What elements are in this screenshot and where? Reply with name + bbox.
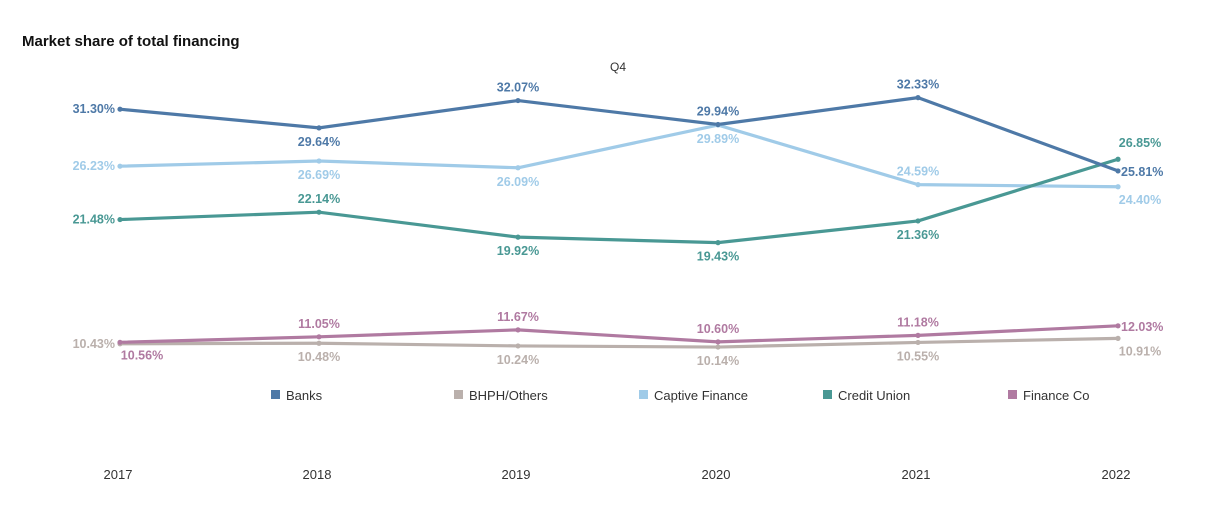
- legend-label-finance-co: Finance Co: [1023, 388, 1089, 403]
- data-point-bhph-others-2018: [316, 340, 322, 346]
- x-tick-label-2017: 2017: [104, 467, 133, 482]
- data-point-banks-2020: [715, 121, 721, 128]
- legend-label-bhph-others: BHPH/Others: [469, 388, 548, 403]
- data-label-finance-co-2019: 11.67%: [497, 310, 539, 324]
- data-label-captive-finance-2022: 24.40%: [1119, 193, 1161, 207]
- data-point-credit-union-2022: [1115, 156, 1121, 162]
- series-line-captive-finance: [118, 123, 1120, 189]
- legend-swatch-bhph-others: [454, 390, 463, 399]
- data-label-credit-union-2021: 21.36%: [897, 228, 939, 242]
- data-point-finance-co-2020: [715, 339, 721, 345]
- data-label-bhph-others-2018: 10.48%: [298, 350, 340, 364]
- data-point-finance-co-2017: [117, 339, 123, 345]
- legend-label-credit-union: Credit Union: [838, 388, 910, 403]
- data-point-bhph-others-2019: [515, 343, 521, 349]
- data-point-finance-co-2022: [1115, 323, 1121, 329]
- data-label-captive-finance-2019: 26.09%: [497, 175, 539, 189]
- x-tick-label-2020: 2020: [702, 467, 731, 482]
- data-label-captive-finance-2021: 24.59%: [897, 165, 939, 179]
- series-line-credit-union: [118, 157, 1120, 245]
- data-point-bhph-others-2020: [715, 344, 721, 350]
- data-point-credit-union-2020: [715, 240, 721, 246]
- data-point-captive-finance-2022: [1115, 184, 1121, 190]
- legend-item-credit-union[interactable]: Credit Union: [823, 388, 910, 403]
- data-point-credit-union-2021: [915, 218, 921, 224]
- data-label-captive-finance-2017: 26.23%: [73, 159, 115, 173]
- data-label-credit-union-2018: 22.14%: [298, 192, 340, 206]
- x-tick-label-2018: 2018: [303, 467, 332, 482]
- x-axis: 2017 2018 2019 2020 2021 2022: [104, 467, 1131, 482]
- chart-subtitle: Q4: [610, 60, 626, 74]
- series-line-bhph-others: [118, 336, 1120, 349]
- data-points: [117, 95, 1121, 350]
- data-point-captive-finance-2021: [915, 182, 921, 188]
- series-lines: [118, 96, 1120, 349]
- chart-title: Market share of total financing: [22, 33, 240, 50]
- data-point-credit-union-2018: [316, 209, 322, 215]
- data-point-credit-union-2017: [117, 216, 123, 223]
- series-line-banks: [118, 96, 1120, 173]
- data-label-credit-union-2022: 26.85%: [1119, 136, 1161, 150]
- data-label-bhph-others-2021: 10.55%: [897, 349, 939, 363]
- data-label-finance-co-2018: 11.05%: [298, 317, 340, 331]
- data-label-bhph-others-2020: 10.14%: [697, 354, 739, 368]
- data-point-captive-finance-2019: [515, 165, 521, 171]
- data-labels: 10.43% 10.48% 10.24% 10.14% 10.55% 10.91% 10.5…: [73, 78, 1164, 368]
- data-point-finance-co-2019: [515, 327, 521, 333]
- legend-label-captive-finance: Captive Finance: [654, 388, 748, 403]
- legend-label-banks: Banks: [286, 388, 323, 403]
- data-label-finance-co-2022: 12.03%: [1121, 320, 1163, 334]
- data-label-finance-co-2017: 10.56%: [121, 348, 163, 362]
- data-point-finance-co-2021: [915, 332, 921, 338]
- data-point-banks-2019: [515, 97, 521, 104]
- data-label-bhph-others-2019: 10.24%: [497, 353, 539, 367]
- data-label-captive-finance-2018: 26.69%: [298, 168, 340, 182]
- legend-swatch-finance-co: [1008, 390, 1017, 399]
- x-tick-label-2019: 2019: [502, 467, 531, 482]
- legend-item-bhph-others[interactable]: BHPH/Others: [454, 388, 548, 403]
- data-point-banks-2017: [117, 106, 123, 112]
- x-tick-label-2021: 2021: [902, 467, 931, 482]
- data-label-credit-union-2017: 21.48%: [73, 213, 115, 227]
- data-point-banks-2022: [1115, 168, 1121, 174]
- legend-item-finance-co[interactable]: Finance Co: [1008, 388, 1089, 403]
- legend-item-captive-finance[interactable]: Captive Finance: [639, 388, 748, 403]
- data-label-banks-2018: 29.64%: [298, 135, 340, 149]
- data-point-captive-finance-2017: [117, 163, 123, 169]
- data-point-credit-union-2019: [515, 234, 521, 240]
- data-point-banks-2018: [316, 125, 322, 131]
- data-label-finance-co-2021: 11.18%: [897, 315, 939, 329]
- data-point-bhph-others-2022: [1115, 335, 1121, 341]
- data-label-bhph-others-2022: 10.91%: [1119, 344, 1161, 358]
- legend-swatch-credit-union: [823, 390, 832, 399]
- data-point-bhph-others-2021: [915, 339, 921, 346]
- data-label-banks-2020: 29.94%: [697, 104, 739, 118]
- data-point-captive-finance-2018: [316, 158, 322, 164]
- series-line-finance-co: [118, 324, 1120, 344]
- data-point-banks-2021: [915, 95, 921, 101]
- data-label-banks-2017: 31.30%: [73, 102, 115, 116]
- data-label-credit-union-2020: 19.43%: [697, 250, 739, 264]
- data-label-banks-2022: 25.81%: [1121, 165, 1163, 179]
- data-point-finance-co-2018: [316, 334, 322, 340]
- x-tick-label-2022: 2022: [1102, 467, 1131, 482]
- legend-swatch-captive-finance: [639, 390, 648, 399]
- data-label-finance-co-2020: 10.60%: [697, 322, 739, 336]
- legend-item-banks[interactable]: Banks: [271, 388, 323, 403]
- data-label-captive-finance-2020: 29.89%: [697, 132, 739, 146]
- legend-swatch-banks: [271, 390, 280, 399]
- data-label-bhph-others-2017: 10.43%: [73, 337, 115, 351]
- data-label-banks-2019: 32.07%: [497, 81, 539, 95]
- data-label-banks-2021: 32.33%: [897, 78, 939, 92]
- legend: Banks BHPH/Others Captive Finance Credit Un…: [271, 388, 1089, 403]
- data-label-credit-union-2019: 19.92%: [497, 244, 539, 258]
